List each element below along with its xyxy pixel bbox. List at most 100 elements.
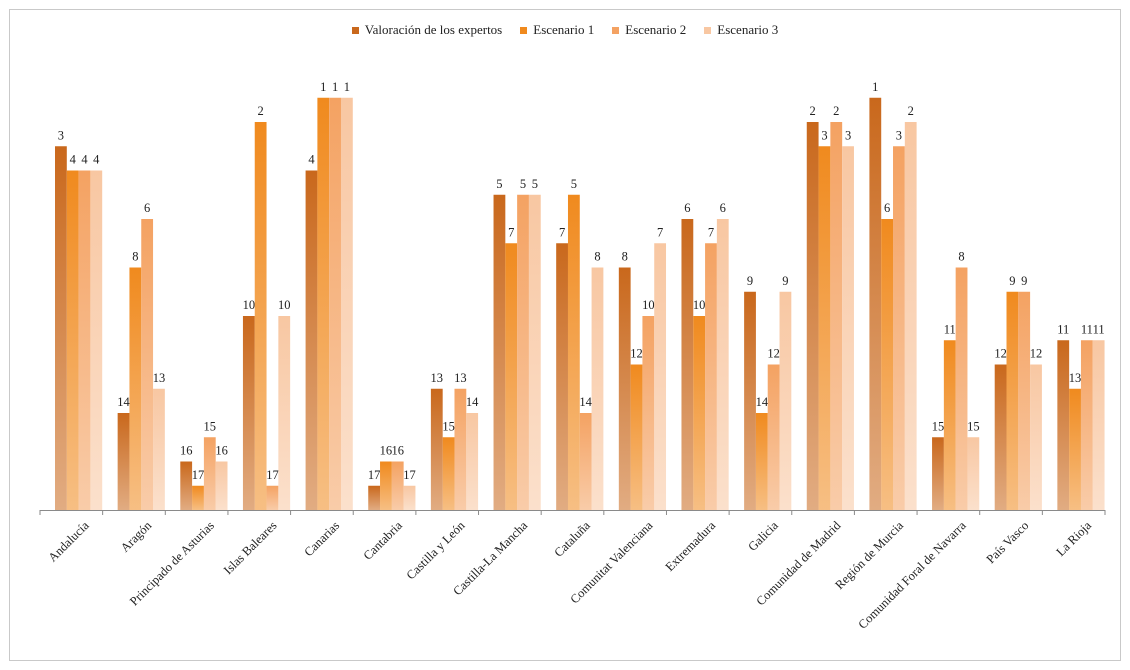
data-label-cataluna-series-1: 5 [571, 177, 577, 191]
data-label-extremadura-series-2: 7 [708, 225, 714, 239]
data-label-comunitat-valenciana-series-3: 7 [657, 225, 663, 239]
bar-islas-baleares-series-3 [278, 316, 291, 510]
bar-canarias-series-3 [340, 97, 353, 510]
legend-item-escenario-2: Escenario 2 [612, 22, 686, 38]
bar-comunidad-foral-de-navarra-series-3 [967, 437, 980, 510]
data-label-aragon-series-3: 13 [153, 371, 166, 385]
bar-cataluna-series-3 [591, 267, 604, 510]
bar-pais-vasco-series-2 [1018, 291, 1031, 510]
bar-comunitat-valenciana-series-3 [654, 243, 667, 510]
data-label-castilla-la-mancha-series-0: 5 [496, 177, 502, 191]
data-label-canarias-series-2: 1 [332, 80, 338, 94]
x-tick-label-pais-vasco: País Vasco [984, 518, 1032, 566]
data-label-castilla-la-mancha-series-3: 5 [532, 177, 538, 191]
bar-islas-baleares-series-2 [266, 485, 279, 510]
data-label-comunidad-de-madrid-series-0: 2 [810, 104, 816, 118]
bar-pais-vasco-series-0 [994, 364, 1007, 510]
data-label-extremadura-series-3: 6 [720, 201, 726, 215]
data-label-comunidad-foral-de-navarra-series-0: 15 [932, 419, 945, 433]
bar-canarias-series-2 [329, 97, 341, 510]
bar-extremadura-series-1 [693, 316, 706, 510]
data-label-canarias-series-3: 1 [344, 80, 350, 94]
data-label-principado-de-asturias-series-3: 16 [215, 444, 228, 458]
data-label-cantabria-series-2: 16 [391, 444, 404, 458]
data-label-comunidad-foral-de-navarra-series-3: 15 [967, 419, 980, 433]
bar-cataluna-series-2 [579, 413, 592, 510]
bar-comunidad-de-madrid-series-1 [818, 146, 831, 510]
bar-andalucia-series-0 [55, 146, 67, 510]
bar-la-rioja-series-0 [1057, 340, 1070, 510]
bar-comunidad-de-madrid-series-3 [842, 146, 854, 510]
data-label-andalucia-series-0: 3 [58, 128, 64, 142]
data-label-andalucia-series-3: 4 [93, 153, 100, 167]
x-tick-label-galicia: Galicia [745, 518, 781, 554]
bar-castilla-y-leon-series-2 [454, 388, 467, 510]
bar-comunidad-foral-de-navarra-series-2 [955, 267, 968, 510]
bar-la-rioja-series-3 [1092, 340, 1105, 510]
bar-castilla-la-mancha-series-1 [505, 243, 518, 510]
data-label-castilla-y-leon-series-1: 15 [442, 419, 455, 433]
data-label-principado-de-asturias-series-0: 16 [180, 444, 193, 458]
bar-aragon-series-2 [141, 219, 154, 510]
data-label-pais-vasco-series-3: 12 [1030, 347, 1043, 361]
data-label-andalucia-series-2: 4 [81, 153, 88, 167]
data-label-canarias-series-1: 1 [320, 80, 326, 94]
data-label-cantabria-series-3: 17 [403, 468, 416, 482]
legend-swatch-escenario-1 [520, 26, 528, 34]
data-label-region-de-murcia-series-2: 3 [896, 128, 902, 142]
bar-galicia-series-0 [744, 291, 756, 510]
legend-swatch-expertos [351, 26, 359, 34]
bar-region-de-murcia-series-1 [881, 219, 894, 510]
legend-item-escenario-3: Escenario 3 [704, 22, 778, 38]
x-tick-label-castilla-y-leon: Castilla y León [404, 518, 468, 582]
bar-canarias-series-0 [305, 170, 318, 510]
bar-principado-de-asturias-series-3 [215, 461, 228, 510]
data-label-comunidad-foral-de-navarra-series-2: 8 [958, 250, 964, 264]
bar-comunidad-foral-de-navarra-series-0 [932, 437, 944, 510]
bar-principado-de-asturias-series-1 [192, 485, 204, 510]
data-label-cataluna-series-3: 8 [594, 250, 600, 264]
data-label-la-rioja-series-0: 11 [1057, 322, 1069, 336]
bar-galicia-series-3 [779, 291, 792, 510]
bar-andalucia-series-2 [78, 170, 91, 510]
bar-cataluna-series-1 [567, 194, 580, 510]
bar-principado-de-asturias-series-0 [180, 461, 193, 510]
bar-comunidad-foral-de-navarra-series-1 [943, 340, 956, 510]
x-tick-label-comunidad-foral-de-navarra: Comunidad Foral de Navarra [855, 518, 969, 632]
data-label-la-rioja-series-1: 13 [1069, 371, 1082, 385]
data-label-cantabria-series-1: 16 [380, 444, 393, 458]
data-label-islas-baleares-series-3: 10 [278, 298, 291, 312]
bar-aragon-series-1 [129, 267, 142, 510]
data-label-comunidad-de-madrid-series-1: 3 [821, 128, 827, 142]
bar-castilla-la-mancha-series-3 [528, 194, 541, 510]
bar-castilla-y-leon-series-0 [430, 388, 443, 510]
bar-la-rioja-series-2 [1080, 340, 1093, 510]
data-label-principado-de-asturias-series-2: 15 [204, 419, 217, 433]
bar-cantabria-series-0 [368, 485, 381, 510]
data-label-comunidad-de-madrid-series-2: 2 [833, 104, 839, 118]
bar-andalucia-series-1 [66, 170, 79, 510]
data-label-galicia-series-0: 9 [747, 274, 753, 288]
data-label-pais-vasco-series-1: 9 [1009, 274, 1015, 288]
bar-castilla-la-mancha-series-0 [493, 194, 506, 510]
x-tick-label-extremadura: Extremadura [663, 518, 719, 574]
data-label-castilla-la-mancha-series-1: 7 [508, 225, 514, 239]
bar-comunitat-valenciana-series-1 [630, 364, 643, 510]
data-label-region-de-murcia-series-3: 2 [908, 104, 914, 118]
data-label-castilla-y-leon-series-2: 13 [454, 371, 467, 385]
bar-aragon-series-3 [153, 388, 165, 510]
bar-islas-baleares-series-1 [254, 122, 267, 510]
bar-principado-de-asturias-series-2 [203, 437, 216, 510]
data-label-islas-baleares-series-2: 17 [266, 468, 279, 482]
bar-galicia-series-1 [755, 413, 768, 510]
bar-region-de-murcia-series-2 [893, 146, 905, 510]
data-label-principado-de-asturias-series-1: 17 [192, 468, 205, 482]
bar-canarias-series-1 [317, 97, 330, 510]
data-label-comunidad-de-madrid-series-3: 3 [845, 128, 851, 142]
data-label-aragon-series-2: 6 [144, 201, 150, 215]
legend-label-escenario-1: Escenario 1 [533, 22, 595, 37]
x-tick-label-cantabria: Cantabria [361, 518, 406, 563]
